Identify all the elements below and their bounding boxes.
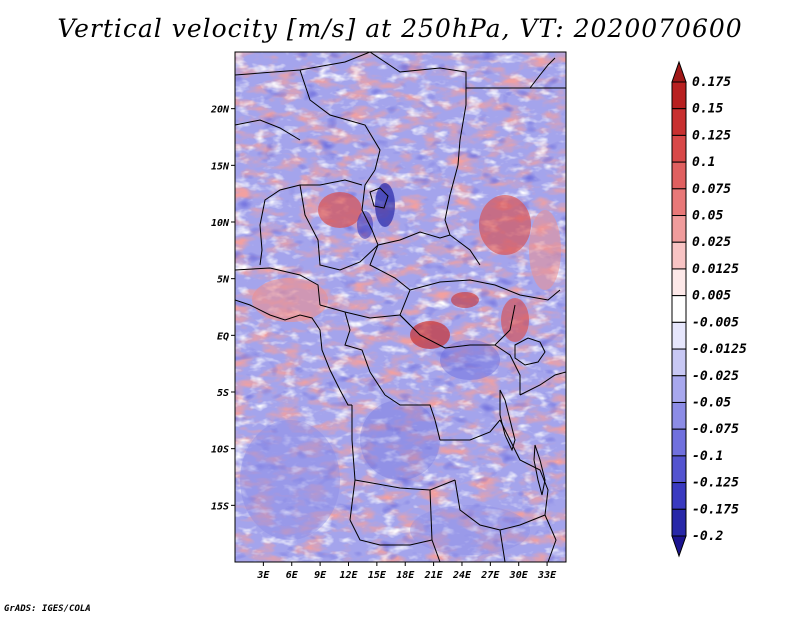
- chart-title: Vertical velocity [m/s] at 250hPa, VT: 2…: [57, 14, 743, 43]
- colorbar-label: 0.025: [692, 235, 731, 250]
- lat-tick-label: 15N: [211, 161, 230, 172]
- colorbar-bin: [671, 321, 687, 350]
- colorbar-label: 0.005: [692, 289, 731, 304]
- lon-tick-label: 9E: [314, 570, 327, 581]
- colorbar-bin: [671, 375, 687, 403]
- ascent-hotspot: [479, 195, 531, 255]
- lon-tick-label: 24E: [452, 570, 472, 581]
- colorbar-bin: [671, 401, 687, 430]
- lon-tick-label: 33E: [537, 570, 557, 581]
- colorbar-label: -0.1: [692, 449, 723, 464]
- colorbar-label: 0.175: [692, 75, 731, 90]
- colorbar-bin: [671, 348, 687, 377]
- lat-tick-label: 5N: [217, 275, 230, 286]
- lon-tick-label: 3E: [256, 570, 270, 581]
- colorbar-label: -0.125: [692, 476, 739, 491]
- descent-hotspot: [410, 505, 530, 555]
- ascent-hotspot: [252, 278, 328, 322]
- colorbar-label: -0.0125: [692, 342, 747, 357]
- country-boundaries: [235, 52, 566, 562]
- colorbar-label: -0.2: [692, 529, 723, 544]
- colorbar-label: -0.025: [692, 369, 739, 384]
- ascent-hotspot: [501, 298, 529, 342]
- lon-tick-label: 21E: [424, 570, 444, 581]
- ascent-hotspot: [529, 210, 561, 290]
- lon-tick-label: 15E: [368, 570, 387, 581]
- lat-tick-label: EQ: [217, 331, 229, 342]
- map-frame: [234, 51, 567, 563]
- descent-hotspot: [440, 340, 500, 380]
- lon-tick-label: 30E: [509, 570, 529, 581]
- lon-tick-label: 18E: [396, 570, 415, 581]
- colorbar-label: -0.005: [692, 315, 739, 330]
- ascent-hotspot: [318, 192, 362, 228]
- colorbar-label: 0.1: [692, 155, 715, 170]
- descent-hotspot: [240, 420, 340, 540]
- colorbar-label: 0.05: [692, 209, 723, 224]
- lat-tick-label: 20N: [210, 105, 230, 116]
- lon-tick-label: 6E: [286, 570, 299, 581]
- colorbar-bin: [671, 428, 687, 457]
- colorbar-bin: [671, 215, 687, 243]
- colorbar-bin: [671, 134, 687, 163]
- colorbar: 0.175 0.15 0.125 0.1 0.075 0.05 0.025 0.0125 0.0…: [671, 60, 747, 558]
- colorbar-bin: [671, 455, 687, 484]
- colorbar-label: 0.0125: [692, 262, 739, 277]
- colorbar-label: 0.15: [692, 102, 723, 117]
- descent-hotspot: [357, 211, 373, 239]
- lon-tick-label: 27E: [480, 570, 500, 581]
- colorbar-bin: [671, 108, 687, 136]
- ascent-hotspot: [451, 292, 479, 308]
- longitude-axis: 3E 6E 9E 12E 15E 18E 21E 24E 27E 30E 33E: [256, 562, 557, 581]
- ascent-hotspot: [410, 321, 450, 349]
- colorbar-label: 0.075: [692, 182, 731, 197]
- lat-tick-label: 10N: [211, 218, 230, 229]
- colorbar-cap-top: [671, 60, 687, 83]
- colorbar-bin: [671, 482, 687, 510]
- colorbar-bin: [671, 81, 687, 110]
- colorbar-bin: [671, 188, 687, 217]
- colorbar-label: 0.125: [692, 128, 731, 143]
- colorbar-bin: [671, 508, 687, 537]
- latitude-axis: 20N 15N 10N 5N EQ 5S 10S 15S: [210, 105, 235, 512]
- colorbar-bin: [671, 241, 687, 270]
- colorbar-bin: [671, 295, 687, 323]
- lat-tick-label: 15S: [211, 501, 229, 512]
- lon-tick-label: 12E: [339, 570, 358, 581]
- colorbar-label: -0.175: [692, 502, 739, 517]
- grads-credit: GrADS: IGES/COLA: [4, 604, 91, 614]
- colorbar-label: -0.05: [692, 395, 731, 410]
- colorbar-bin: [671, 268, 687, 297]
- colorbar-cap-bottom: [671, 535, 687, 558]
- lat-tick-label: 10S: [211, 445, 229, 456]
- descent-hotspot: [360, 400, 440, 480]
- lat-tick-label: 5S: [217, 388, 229, 399]
- colorbar-label: -0.075: [692, 422, 739, 437]
- velocity-field: [235, 52, 566, 562]
- colorbar-bin: [671, 161, 687, 190]
